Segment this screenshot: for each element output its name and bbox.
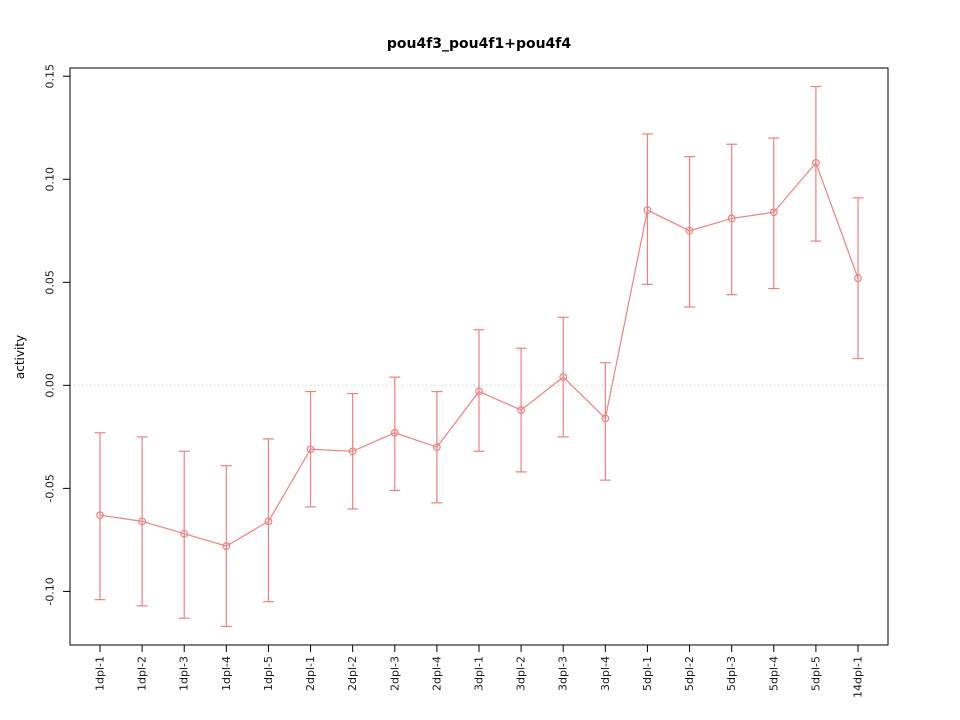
- x-tick-label: 2dpl-4: [430, 656, 443, 691]
- data-point: [390, 428, 399, 437]
- data-point: [264, 517, 273, 526]
- x-tick-label: 3dpl-2: [515, 656, 528, 691]
- data-point: [517, 406, 526, 414]
- x-tick-label: 1dpl-2: [136, 656, 149, 691]
- x-tick-label: 1dpl-4: [220, 656, 233, 691]
- x-tick-label: 1dpl-3: [178, 656, 191, 691]
- data-point: [643, 206, 652, 215]
- data-point: [811, 158, 820, 167]
- x-tick-label: 2dpl-3: [388, 656, 401, 691]
- x-tick-label: 2dpl-2: [346, 656, 359, 691]
- x-tick-label: 3dpl-3: [557, 656, 570, 691]
- data-point: [222, 542, 231, 550]
- x-tick-label: 14dpl-1: [852, 656, 865, 698]
- x-tick-label: 3dpl-4: [599, 656, 612, 691]
- y-tick-label: -0.10: [44, 577, 57, 605]
- data-point: [180, 529, 189, 538]
- data-point: [96, 511, 104, 520]
- y-axis: -0.10 -0.05 0.00 0.05 0.10 0.15: [44, 64, 70, 606]
- data-point: [138, 517, 147, 526]
- data-point: [475, 387, 483, 396]
- data-point: [727, 214, 736, 223]
- y-tick-label: 0.10: [44, 167, 57, 192]
- y-tick-label: 0.00: [44, 373, 57, 398]
- x-tick-label: 5dpl-4: [767, 656, 780, 691]
- data-point: [854, 274, 862, 283]
- x-axis: 1dpl-1 1dpl-2 1dpl-3 1dpl-4 1dpl-5 2dpl-1 2dpl…: [94, 645, 865, 698]
- y-axis-label: activity: [13, 335, 27, 379]
- x-tick-label: 2dpl-1: [304, 656, 317, 691]
- data-point: [559, 373, 568, 382]
- x-tick-label: 1dpl-5: [262, 656, 275, 691]
- data-points: [96, 158, 862, 550]
- x-tick-label: 1dpl-1: [94, 656, 107, 691]
- y-tick-label: 0.05: [44, 270, 57, 295]
- x-tick-label: 5dpl-3: [725, 656, 738, 691]
- data-point: [685, 226, 694, 235]
- y-tick-label: -0.05: [44, 474, 57, 502]
- data-point: [432, 443, 441, 452]
- x-tick-label: 5dpl-1: [641, 656, 654, 691]
- x-tick-label: 5dpl-2: [683, 656, 696, 691]
- data-line: [99, 161, 859, 547]
- data-point: [769, 208, 778, 217]
- x-tick-label: 5dpl-5: [809, 656, 822, 691]
- x-tick-label: 3dpl-1: [473, 656, 486, 691]
- data-point: [306, 445, 315, 454]
- error-bars: [94, 85, 864, 628]
- chart-title: pou4f3_pou4f1+pou4f4: [387, 36, 572, 52]
- y-tick-label: 0.15: [44, 64, 57, 89]
- data-point: [348, 447, 357, 456]
- data-point: [601, 414, 610, 423]
